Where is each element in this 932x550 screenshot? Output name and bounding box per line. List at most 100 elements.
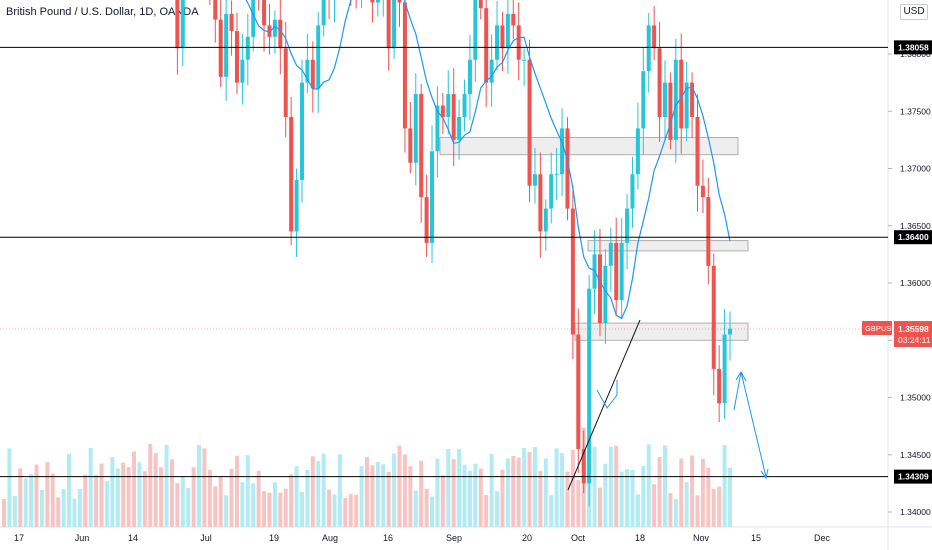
candle-body [413, 94, 418, 163]
candle-body [305, 59, 310, 83]
volume-bar [619, 471, 624, 527]
x-tick-label: 17 [14, 533, 24, 543]
volume-bar [635, 494, 640, 527]
candle-body [695, 116, 700, 186]
volume-bar [104, 481, 109, 527]
volume-bar [359, 466, 364, 527]
candle-body [467, 59, 472, 95]
volume-bar [142, 471, 147, 527]
volume-bar [305, 470, 310, 527]
candle-body [625, 208, 630, 243]
volume-bar [213, 486, 218, 527]
volume-bar [430, 496, 435, 527]
volume-bar [457, 449, 462, 527]
volume-bar [365, 457, 369, 527]
candle-body [321, 0, 326, 26]
candle-body [370, 0, 375, 3]
candle-body [679, 59, 684, 129]
candle-body [614, 242, 619, 301]
volume-bar [505, 458, 510, 527]
volume-bar [402, 454, 407, 527]
volume-bar [2, 499, 6, 527]
volume-bar [262, 491, 267, 527]
y-tick-label: 1.38500 [900, 0, 931, 2]
volume-bar [126, 467, 131, 527]
candle-body [316, 25, 321, 89]
volume-bar [45, 462, 50, 527]
level-label: 1.38058 [898, 42, 929, 52]
volume-bar [186, 487, 191, 527]
candle-body [294, 179, 299, 232]
candle-body [522, 59, 527, 61]
candle-body [630, 174, 635, 209]
candle-body [505, 13, 510, 49]
candle-body [462, 94, 467, 117]
volume-bar [18, 468, 23, 527]
volume-bar [354, 494, 359, 527]
candle-body [272, 19, 277, 37]
candle-body [473, 0, 478, 60]
volume-bar [608, 446, 613, 527]
volume-bar [370, 465, 375, 527]
x-tick-label: 14 [128, 533, 138, 543]
volume-bar [451, 459, 456, 527]
volume-bar [392, 453, 397, 527]
volume-bar [267, 492, 272, 527]
volume-bar [88, 448, 93, 527]
candle-body [538, 174, 543, 232]
candle-body [457, 116, 462, 140]
y-tick-label: 1.36500 [900, 221, 931, 231]
candle-body [424, 197, 429, 243]
candle-body [532, 174, 537, 186]
volume-bar [484, 495, 489, 527]
x-tick-label: 15 [751, 533, 761, 543]
candle-body [673, 59, 678, 140]
candle-body [175, 0, 180, 49]
volume-bar [419, 460, 424, 527]
volume-bar [473, 463, 478, 527]
volume-bar [570, 449, 575, 527]
y-tick-label: 1.34000 [900, 507, 931, 517]
volume-bar [197, 445, 202, 527]
volume-bar [657, 457, 662, 527]
candle-body [408, 128, 413, 163]
volume-bar [229, 468, 234, 527]
volume-bar [110, 457, 115, 527]
x-tick-label: 20 [522, 533, 532, 543]
countdown-label: 03:24:11 [898, 335, 931, 345]
candle-body [711, 265, 716, 369]
volume-bar [413, 490, 418, 527]
symbol-label: GBPUSD [865, 324, 897, 333]
volume-bar [549, 495, 554, 527]
volume-bar [478, 468, 483, 527]
volume-bar [565, 471, 570, 527]
volume-bar [673, 498, 678, 527]
currency-selector[interactable]: USD [900, 4, 928, 20]
volume-bar [690, 455, 695, 527]
candle-body [180, 0, 185, 49]
candle-body [527, 59, 532, 186]
current-price-label: 1.35598 [898, 324, 929, 334]
volume-bar [511, 456, 516, 527]
volume-bar [207, 469, 212, 527]
volume-bar [56, 497, 61, 527]
candle-body [213, 0, 218, 20]
candle-body [516, 25, 521, 60]
candle-body [543, 208, 548, 232]
volume-bar [137, 462, 142, 527]
volume-bar [711, 488, 716, 527]
candle-body [224, 13, 229, 77]
volume-bar [728, 467, 732, 527]
candle-body [554, 174, 559, 176]
current-price-label-bg [894, 321, 932, 348]
candle-body [234, 31, 239, 83]
volume-bar [630, 469, 635, 527]
arrow-head-up [735, 371, 747, 382]
volume-bar [224, 495, 229, 527]
candle-body [299, 82, 304, 180]
x-tick-label: Dec [814, 533, 831, 543]
arrow-head-down [760, 468, 769, 480]
candle-body [597, 254, 602, 324]
candle-body [603, 265, 608, 324]
